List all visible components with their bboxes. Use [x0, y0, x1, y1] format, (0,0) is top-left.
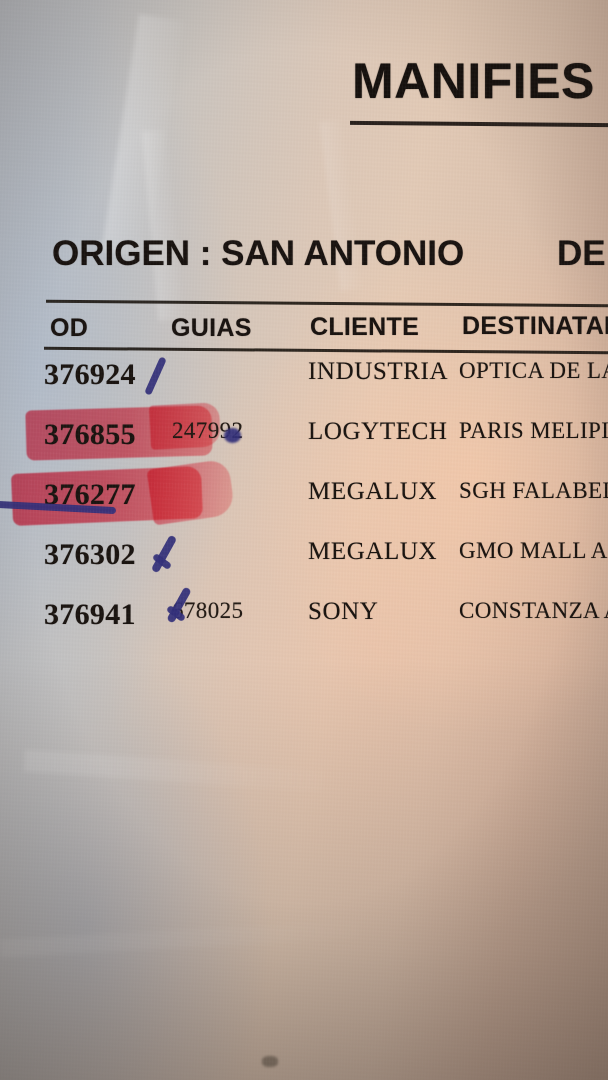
cell-cliente: MEGALUX: [308, 538, 438, 565]
cell-destinatario: SGH FALABELL: [459, 478, 608, 503]
column-header-cod: OD: [50, 314, 89, 342]
pen-ink-blot-row2: [224, 428, 241, 443]
table-top-rule: [45, 299, 608, 308]
table-row: 376277 MEGALUX SGH FALABELL: [0, 478, 608, 520]
cell-destinatario: CONSTANZA A: [459, 598, 608, 623]
cell-destinatario: GMO MALL AR: [459, 538, 608, 563]
pen-smudge-bottom: [262, 1056, 278, 1067]
cell-destinatario: PARIS MELIPIL: [459, 418, 608, 443]
cell-cod: 376941: [44, 598, 136, 631]
destination-label: DE: [557, 234, 606, 273]
document-title: MANIFIES: [352, 53, 595, 109]
column-header-destinatario: DESTINATAR: [462, 312, 608, 340]
cell-cod: 376302: [44, 538, 136, 571]
title-underline: [349, 120, 608, 128]
table-header-rule: [43, 346, 608, 355]
cell-cliente: INDUSTRIA: [308, 358, 449, 385]
cell-cod: 376855: [44, 418, 136, 451]
table-row: 376855 247992 LOGYTECH PARIS MELIPIL: [0, 418, 608, 460]
column-header-cliente: CLIENTE: [310, 313, 420, 341]
cell-destinatario: OPTICA DE LA: [459, 358, 608, 383]
cell-cliente: SONY: [308, 598, 379, 625]
table-row: 376941 678025 SONY CONSTANZA A: [0, 598, 608, 640]
cell-cliente: LOGYTECH: [308, 418, 448, 445]
table-row: 376924 INDUSTRIA OPTICA DE LA: [0, 358, 608, 400]
origin-label: ORIGEN : SAN ANTONIO: [52, 234, 465, 273]
cell-cod: 376924: [44, 358, 136, 391]
table-row: 376302 MEGALUX GMO MALL AR: [0, 538, 608, 580]
cell-cliente: MEGALUX: [308, 478, 438, 505]
column-header-guias: GUIAS: [171, 314, 252, 342]
